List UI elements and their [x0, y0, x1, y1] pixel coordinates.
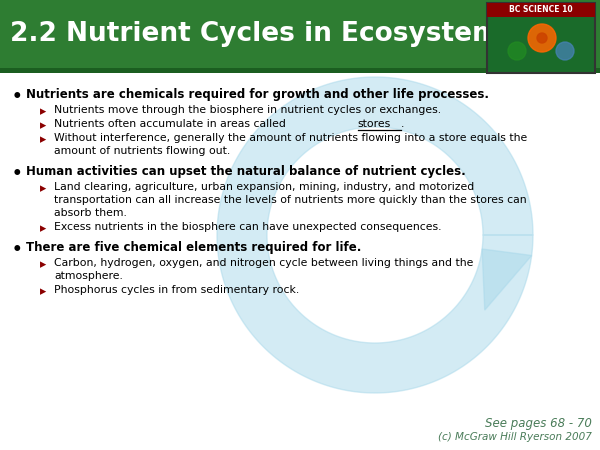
Text: Nutrients move through the biosphere in nutrient cycles or exchanges.: Nutrients move through the biosphere in …	[54, 105, 441, 115]
Text: •: •	[12, 241, 23, 259]
Text: Land clearing, agriculture, urban expansion, mining, industry, and motorized: Land clearing, agriculture, urban expans…	[54, 182, 474, 192]
FancyBboxPatch shape	[0, 68, 600, 73]
Text: ▸: ▸	[40, 222, 46, 235]
Text: Phosphorus cycles in from sedimentary rock.: Phosphorus cycles in from sedimentary ro…	[54, 285, 299, 295]
Text: ▸: ▸	[40, 105, 46, 118]
Circle shape	[537, 33, 547, 43]
Text: .: .	[401, 119, 404, 129]
Text: atmosphere.: atmosphere.	[54, 271, 123, 281]
Text: See pages 68 - 70: See pages 68 - 70	[485, 417, 592, 430]
Text: Nutrients often accumulate in areas called: Nutrients often accumulate in areas call…	[54, 119, 289, 129]
Polygon shape	[482, 249, 532, 310]
Text: Without interference, generally the amount of nutrients flowing into a store equ: Without interference, generally the amou…	[54, 133, 527, 143]
Text: •: •	[12, 88, 23, 106]
Text: Nutrients are chemicals required for growth and other life processes.: Nutrients are chemicals required for gro…	[26, 88, 489, 101]
Text: •: •	[12, 165, 23, 183]
Text: ▸: ▸	[40, 285, 46, 298]
Text: ▸: ▸	[40, 119, 46, 132]
Text: stores: stores	[358, 119, 391, 129]
FancyBboxPatch shape	[487, 3, 595, 17]
Text: There are five chemical elements required for life.: There are five chemical elements require…	[26, 241, 361, 254]
Polygon shape	[217, 77, 533, 393]
Text: Carbon, hydrogen, oxygen, and nitrogen cycle between living things and the: Carbon, hydrogen, oxygen, and nitrogen c…	[54, 258, 473, 268]
Text: Human activities can upset the natural balance of nutrient cycles.: Human activities can upset the natural b…	[26, 165, 466, 178]
Circle shape	[508, 42, 526, 60]
Text: ▸: ▸	[40, 182, 46, 195]
Text: Excess nutrients in the biosphere can have unexpected consequences.: Excess nutrients in the biosphere can ha…	[54, 222, 442, 232]
Text: BC SCIENCE 10: BC SCIENCE 10	[509, 5, 573, 14]
Text: ▸: ▸	[40, 133, 46, 146]
Text: transportation can all increase the levels of nutrients more quickly than the st: transportation can all increase the leve…	[54, 195, 527, 205]
Text: ▸: ▸	[40, 258, 46, 271]
Circle shape	[528, 24, 556, 52]
Text: absorb them.: absorb them.	[54, 208, 127, 218]
Circle shape	[556, 42, 574, 60]
FancyBboxPatch shape	[487, 3, 595, 73]
Text: amount of nutrients flowing out.: amount of nutrients flowing out.	[54, 146, 230, 156]
Text: 2.2 Nutrient Cycles in Ecosystems: 2.2 Nutrient Cycles in Ecosystems	[10, 21, 515, 47]
Text: (c) McGraw Hill Ryerson 2007: (c) McGraw Hill Ryerson 2007	[438, 432, 592, 442]
FancyBboxPatch shape	[0, 0, 600, 68]
